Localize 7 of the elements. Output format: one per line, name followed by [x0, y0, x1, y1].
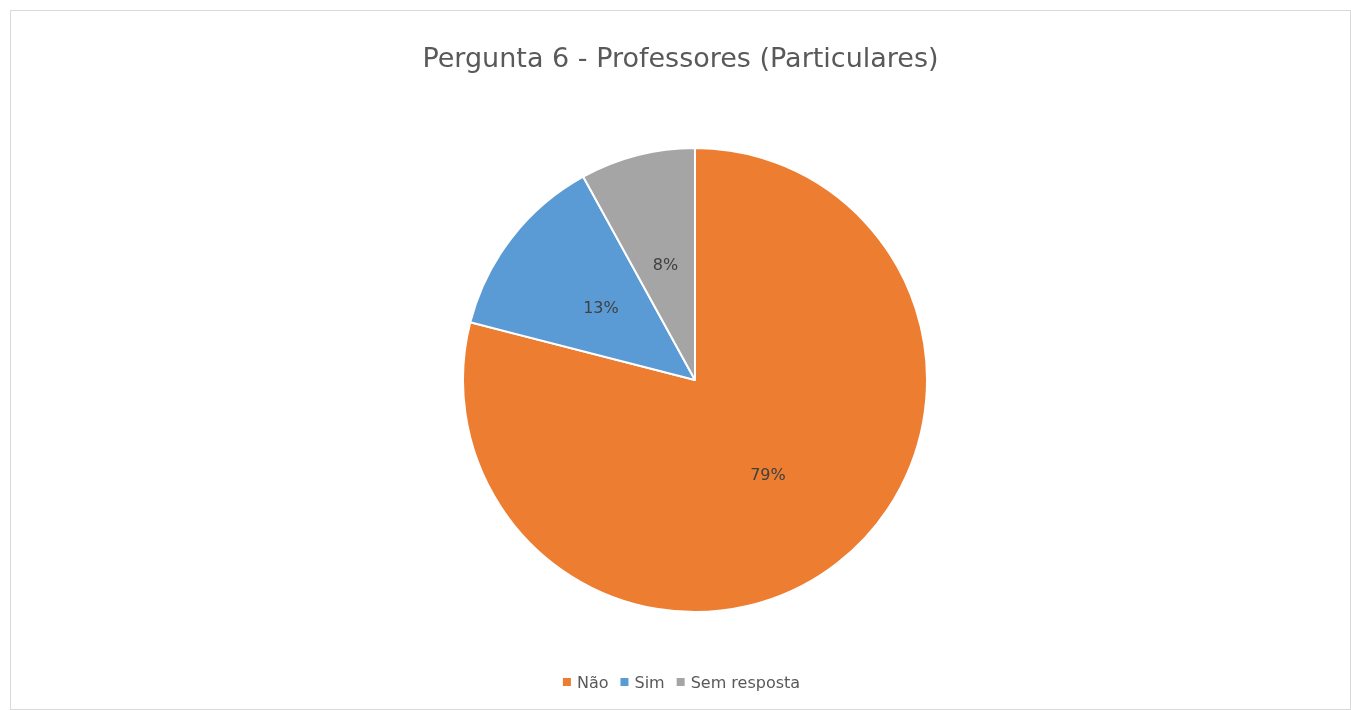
data-label: 8%	[652, 255, 679, 275]
legend-label: Sim	[634, 672, 665, 692]
data-label: 13%	[583, 297, 619, 317]
chart-title: Pergunta 6 - Professores (Particulares)	[422, 42, 939, 73]
legend-label: Não	[576, 672, 609, 692]
legend-label: Sem resposta	[690, 672, 801, 692]
data-label: 79%	[750, 464, 786, 484]
